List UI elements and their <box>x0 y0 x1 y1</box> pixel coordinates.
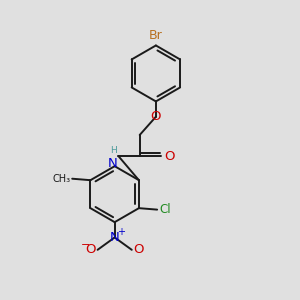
Text: CH₃: CH₃ <box>52 174 71 184</box>
Text: +: + <box>117 227 125 237</box>
Text: Cl: Cl <box>159 203 170 216</box>
Text: N: N <box>108 157 117 170</box>
Text: O: O <box>134 243 144 256</box>
Text: −: − <box>80 240 90 250</box>
Text: O: O <box>151 110 161 123</box>
Text: O: O <box>165 150 175 163</box>
Text: H: H <box>111 146 117 155</box>
Text: O: O <box>85 243 96 256</box>
Text: Br: Br <box>149 29 163 42</box>
Text: N: N <box>110 231 119 244</box>
